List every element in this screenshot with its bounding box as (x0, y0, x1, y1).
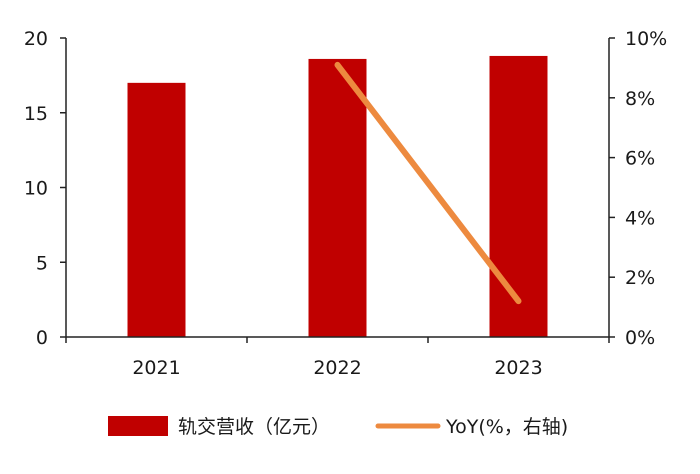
bar-series-group (127, 55, 548, 338)
legend-label-yoy: YoY(%，右轴) (445, 416, 568, 438)
line-series-group (334, 61, 522, 305)
left-tick-label: 0 (36, 327, 48, 349)
x-tick-label: 2021 (132, 357, 180, 379)
right-tick-label: 6% (625, 148, 655, 170)
right-tick-label: 0% (625, 327, 655, 349)
left-tick-label: 5 (36, 252, 48, 274)
right-tick-label: 4% (625, 207, 655, 229)
left-tick-label: 20 (24, 28, 48, 50)
legend-label-revenue: 轨交营收（亿元） (178, 416, 330, 438)
x-tick-label: 2023 (494, 357, 542, 379)
legend: 轨交营收（亿元） YoY(%，右轴) (108, 416, 568, 438)
left-tick-label: 15 (24, 103, 48, 125)
legend-swatch-revenue (108, 416, 168, 436)
right-tick-label: 8% (625, 88, 655, 110)
bar-2023 (489, 55, 548, 337)
bar-2022 (308, 58, 367, 338)
right-tick-label: 2% (625, 267, 655, 289)
left-tick-label: 10 (24, 178, 48, 200)
axes-group: 0 5 10 15 20 0% 2% 4% 6% 8% 10% 2021 2022 2023 (24, 28, 667, 379)
yoy-line (334, 61, 522, 305)
right-tick-label: 10% (625, 28, 667, 50)
bar-2021 (127, 82, 186, 337)
x-tick-label: 2022 (313, 357, 361, 379)
